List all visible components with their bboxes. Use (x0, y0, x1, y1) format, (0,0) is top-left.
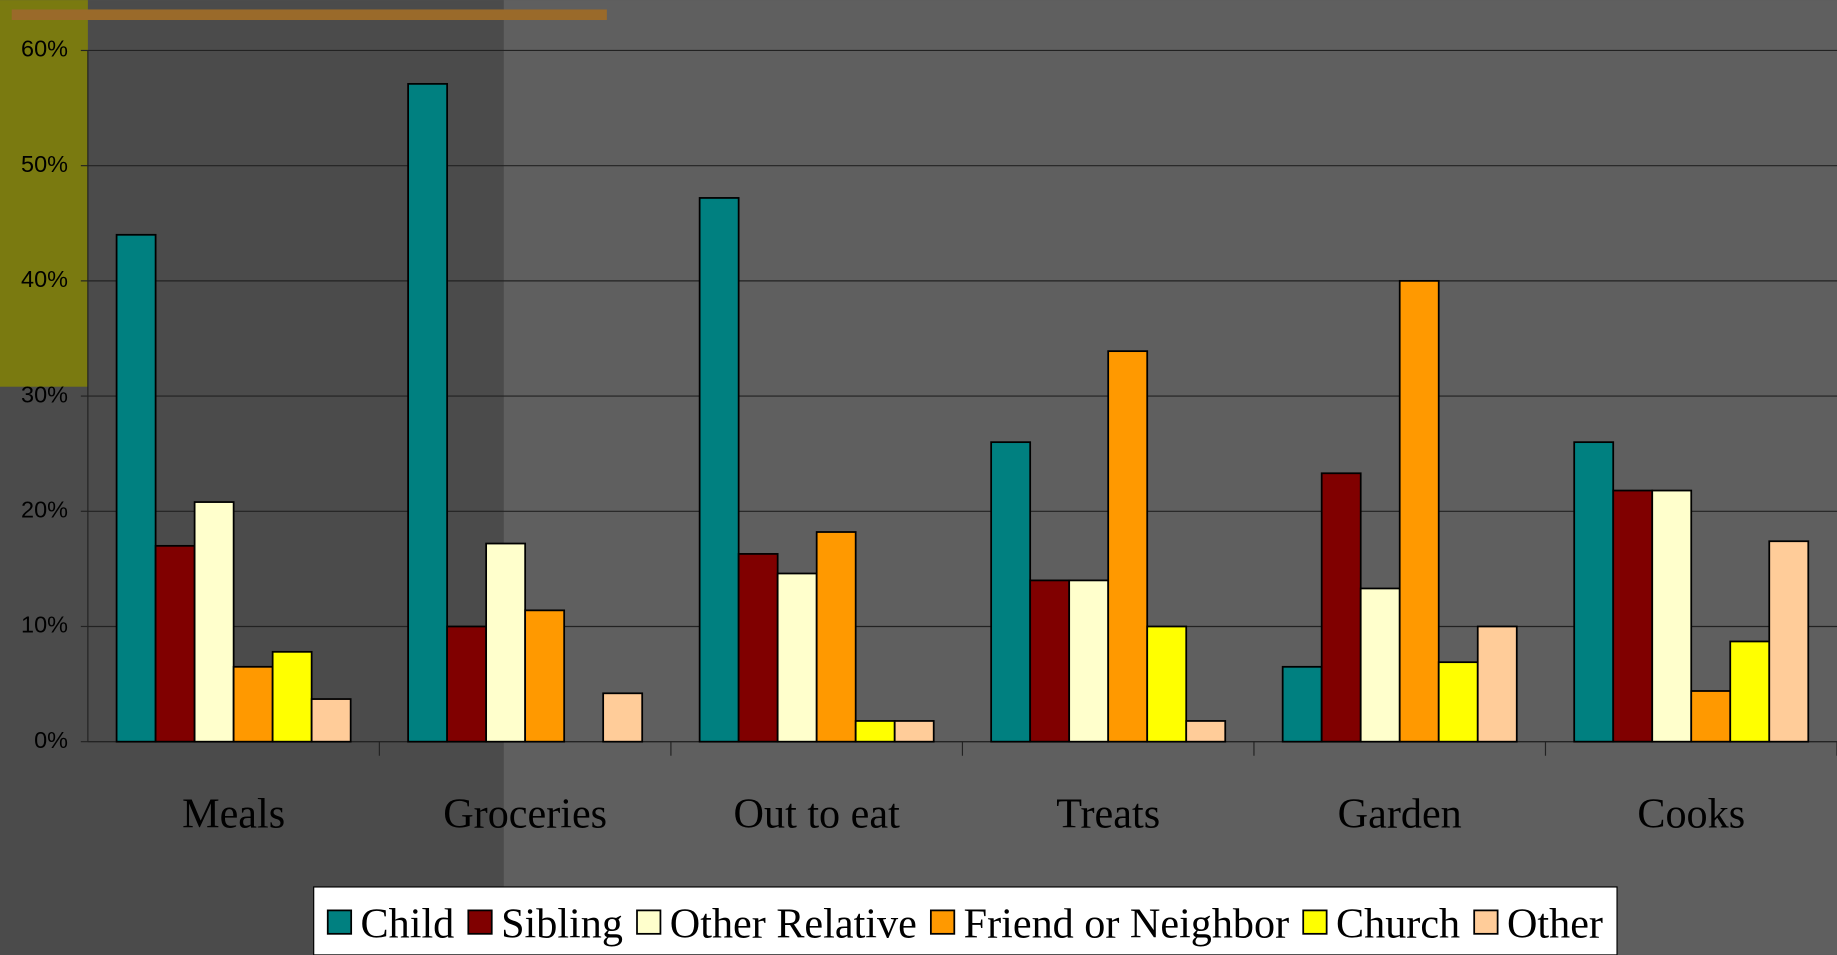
legend-swatch (637, 910, 660, 933)
bar (1147, 626, 1186, 741)
bar (1574, 442, 1613, 742)
legend: Child Sibling Other Relative Friend or Neig… (314, 887, 1617, 955)
bar (895, 721, 934, 742)
decor-strip (12, 9, 607, 20)
bar (739, 554, 778, 742)
x-tick-label: Garden (1338, 791, 1462, 838)
bar (117, 235, 156, 742)
x-tick-label: Out to eat (734, 791, 901, 838)
y-tick-label: 40% (21, 266, 68, 292)
legend-swatch (931, 910, 954, 933)
y-tick-label: 60% (21, 36, 68, 62)
bar (1769, 541, 1808, 741)
bar (195, 502, 234, 742)
y-tick-label: 10% (21, 612, 68, 638)
legend-label: Friend or Neighbor (964, 901, 1289, 948)
bar (1186, 721, 1225, 742)
legend-label: Other Relative (670, 901, 917, 948)
bar (525, 610, 564, 741)
bar (1400, 281, 1439, 742)
legend-swatch (328, 910, 351, 933)
bar (408, 84, 447, 742)
bar (1069, 580, 1108, 741)
bar (700, 198, 739, 742)
y-tick-label: 0% (34, 727, 68, 753)
legend-label: Other (1507, 901, 1603, 948)
x-tick-label: Cooks (1637, 791, 1745, 838)
bar (778, 573, 817, 741)
bar (1613, 491, 1652, 742)
bar (603, 693, 642, 741)
bar (1361, 588, 1400, 741)
bar (1108, 351, 1147, 742)
bar (273, 652, 312, 742)
legend-swatch (1474, 910, 1497, 933)
legend-swatch (468, 910, 491, 933)
legend-swatch (1303, 910, 1326, 933)
bar (447, 626, 486, 741)
legend-label: Church (1336, 901, 1460, 948)
chart: 0% 10% 20% 30% 40% 50% 60% Meals Groceries Out to… (0, 0, 1837, 955)
x-tick-label: Treats (1056, 791, 1160, 838)
y-tick-label: 30% (21, 381, 68, 407)
bar (856, 721, 895, 742)
bar (1691, 691, 1730, 742)
bar (234, 667, 273, 742)
bar (991, 442, 1030, 742)
bar (1652, 491, 1691, 742)
legend-label: Child (361, 901, 455, 948)
bar (156, 546, 195, 742)
bar (312, 699, 351, 742)
page: {"chart_data": {"type": "bar", "categori… (0, 0, 1837, 955)
legend-label: Sibling (501, 901, 623, 948)
bar (1439, 662, 1478, 741)
bar (817, 532, 856, 742)
y-tick-label: 50% (21, 151, 68, 177)
bar (1478, 626, 1517, 741)
x-tick-label: Groceries (443, 791, 607, 838)
bar (486, 544, 525, 742)
bar (1322, 473, 1361, 741)
bar (1283, 667, 1322, 742)
bar (1030, 580, 1069, 741)
y-tick-label: 20% (21, 496, 68, 522)
bar (1730, 641, 1769, 741)
x-tick-label: Meals (182, 791, 285, 838)
